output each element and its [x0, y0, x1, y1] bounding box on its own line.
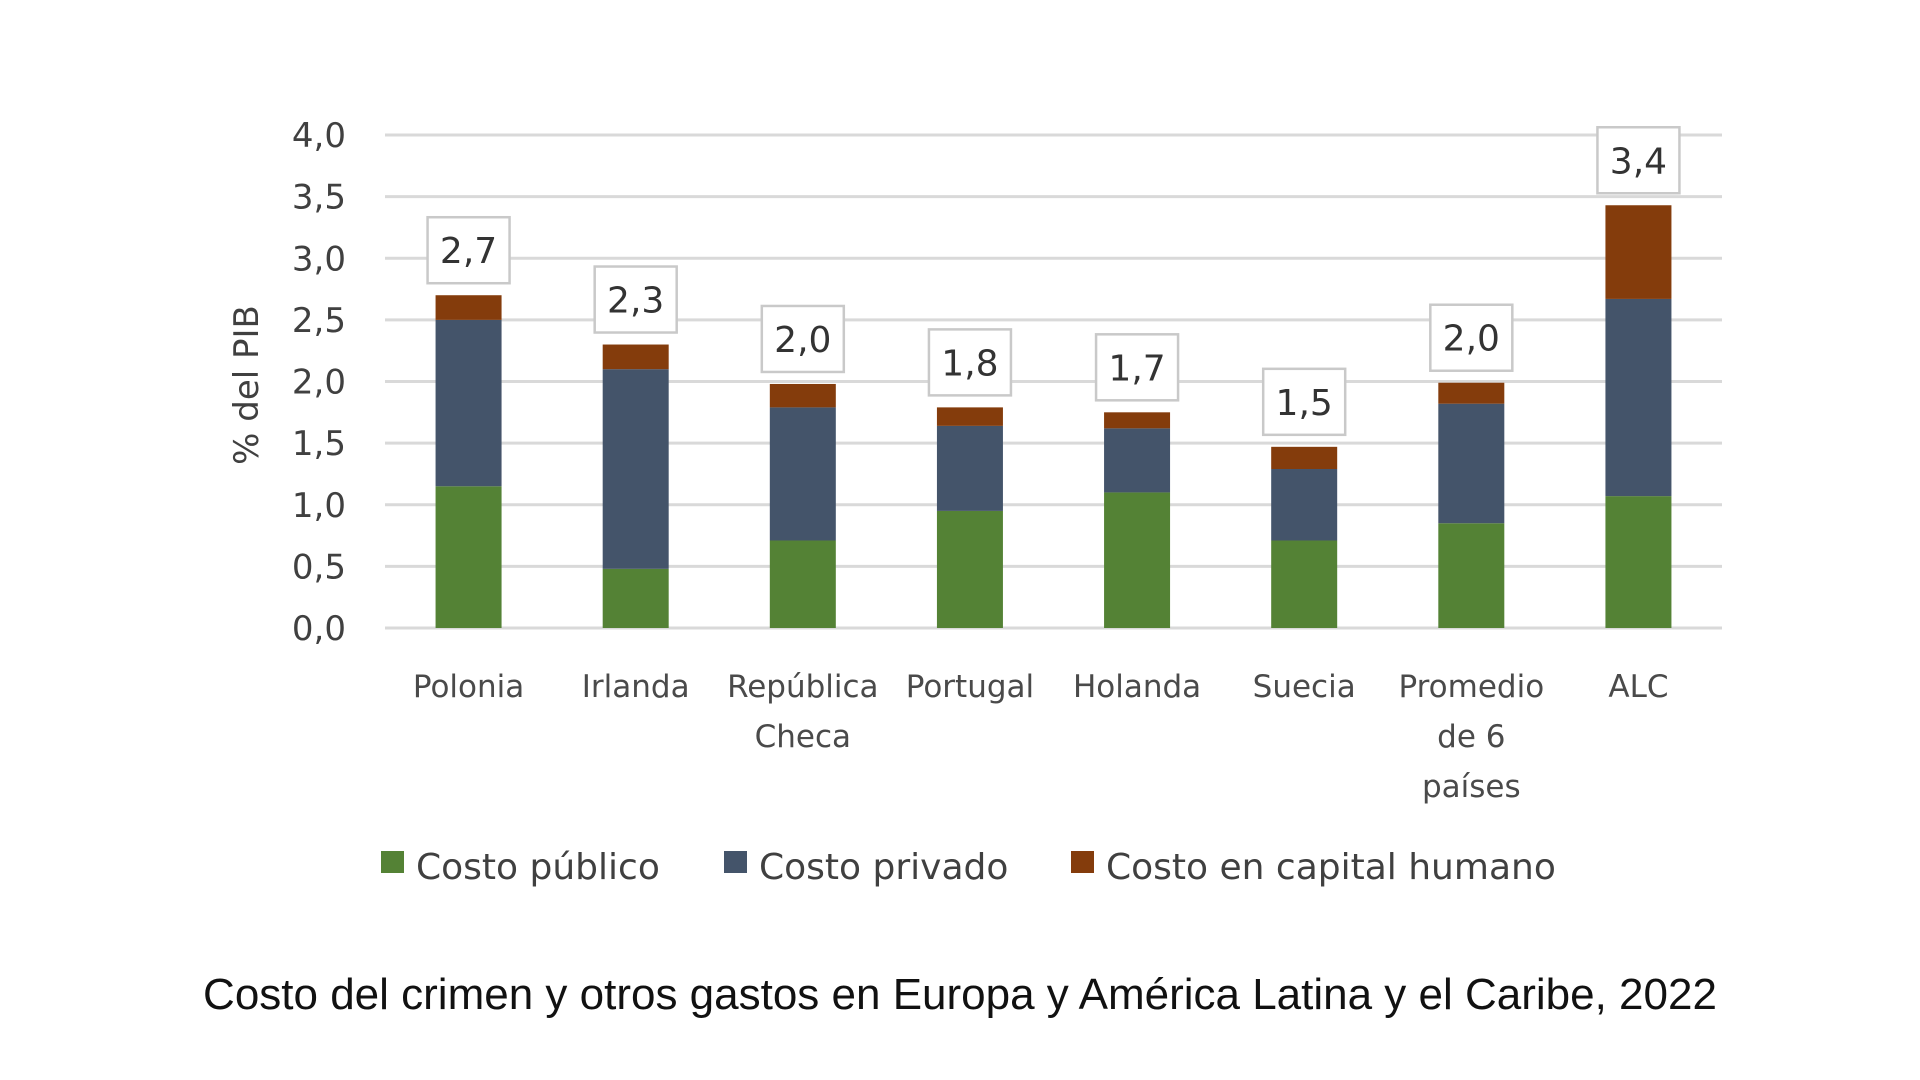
legend-swatch: [1071, 851, 1094, 873]
bar-segment-public: [936, 510, 1003, 628]
category-label-line: República: [727, 669, 879, 705]
x-axis-categories: Polonia Irlanda República Checa Portugal Hola…: [413, 669, 1669, 805]
bar-segment-human-capital: [435, 295, 502, 320]
category-label: ALC: [1608, 669, 1668, 705]
legend-label: Costo en capital humano: [1106, 847, 1556, 888]
bar-segment-human-capital: [1438, 382, 1505, 404]
total-label: 2,0: [1443, 319, 1500, 360]
data-labels: 2,7 2,3 2,0 1,8 1,7 1,5 2,0 3,4: [426, 126, 1681, 437]
bar-segment-private: [1438, 403, 1505, 524]
category-label-line: países: [1422, 769, 1521, 805]
bar-segment-public: [1271, 540, 1338, 628]
bar-segment-public: [435, 486, 502, 628]
category-label: Portugal: [906, 669, 1034, 705]
y-tick-label: 0,5: [292, 547, 346, 587]
y-tick-label: 0,0: [292, 609, 346, 649]
bar-segment-private: [1605, 298, 1672, 497]
category-label-line: ALC: [1608, 669, 1668, 705]
total-label: 2,7: [440, 231, 497, 272]
category-label-line: Polonia: [413, 669, 524, 705]
bars: [435, 205, 1672, 628]
y-axis-ticks: 0,0 0,5 1,0 1,5 2,0 2,5 3,0 3,5 4,0: [292, 116, 346, 649]
category-label: Holanda: [1073, 669, 1201, 705]
gridlines: [385, 133, 1722, 630]
bar-segment-private: [769, 407, 836, 541]
y-tick-label: 2,5: [292, 301, 346, 341]
y-axis-title: % del PIB: [227, 305, 267, 465]
bar-segment-human-capital: [769, 383, 836, 408]
legend: Costo público Costo privado Costo en capit…: [381, 847, 1556, 888]
legend-swatch: [381, 851, 404, 873]
bar-segment-human-capital: [1605, 205, 1672, 299]
bar-segment-human-capital: [602, 344, 669, 370]
total-label: 1,8: [941, 343, 998, 384]
bar-segment-public: [1438, 523, 1505, 628]
category-label: Irlanda: [582, 669, 690, 705]
y-tick-label: 3,5: [292, 178, 346, 218]
category-label-line: Irlanda: [582, 669, 690, 705]
category-label-line: Portugal: [906, 669, 1034, 705]
total-label-box: [1596, 126, 1681, 195]
category-label: Suecia: [1253, 669, 1356, 705]
category-label: Promedio de 6 países: [1398, 669, 1544, 805]
y-tick-label: 2,0: [292, 363, 346, 403]
y-tick-label: 3,0: [292, 239, 346, 279]
total-label-box: [1261, 367, 1347, 437]
total-label: 1,7: [1108, 348, 1165, 389]
category-label-line: Suecia: [1253, 669, 1356, 705]
bar-segment-public: [1104, 492, 1171, 628]
total-label-box: [760, 304, 846, 374]
category-label: Polonia: [413, 669, 524, 705]
bar-segment-private: [1104, 428, 1171, 493]
total-label-box: [1429, 303, 1514, 372]
y-tick-label: 1,0: [292, 486, 346, 526]
legend-swatch: [724, 851, 747, 873]
bar-segment-private: [435, 319, 502, 487]
category-label-line: Checa: [755, 719, 851, 755]
legend-label: Costo público: [416, 847, 660, 888]
bar-segment-human-capital: [1271, 446, 1338, 470]
bar-segment-public: [1605, 496, 1672, 628]
category-label-line: de 6: [1437, 719, 1505, 755]
category-label: República Checa: [727, 669, 879, 755]
bar-segment-public: [602, 568, 669, 628]
figure-caption: Costo del crimen y otros gastos en Europ…: [203, 970, 1717, 1019]
bar-segment-private: [936, 425, 1003, 511]
total-label: 1,5: [1276, 383, 1333, 424]
bar-segment-human-capital: [936, 407, 1003, 426]
legend-label: Costo privado: [759, 847, 1008, 888]
bar-segment-human-capital: [1104, 412, 1171, 429]
bar-segment-private: [602, 369, 669, 569]
y-tick-label: 1,5: [292, 424, 346, 464]
total-label-box: [426, 215, 511, 285]
total-label: 2,0: [774, 320, 831, 361]
category-label-line: Promedio: [1398, 669, 1544, 705]
category-label-line: Holanda: [1073, 669, 1201, 705]
total-label-box: [1094, 333, 1180, 402]
total-label-box: [927, 328, 1013, 397]
y-tick-label: 4,0: [292, 116, 346, 156]
total-label-box: [593, 265, 678, 334]
bar-segment-public: [769, 540, 836, 628]
total-label: 2,3: [607, 281, 664, 322]
total-label: 3,4: [1610, 141, 1667, 182]
bar-segment-private: [1271, 469, 1338, 541]
